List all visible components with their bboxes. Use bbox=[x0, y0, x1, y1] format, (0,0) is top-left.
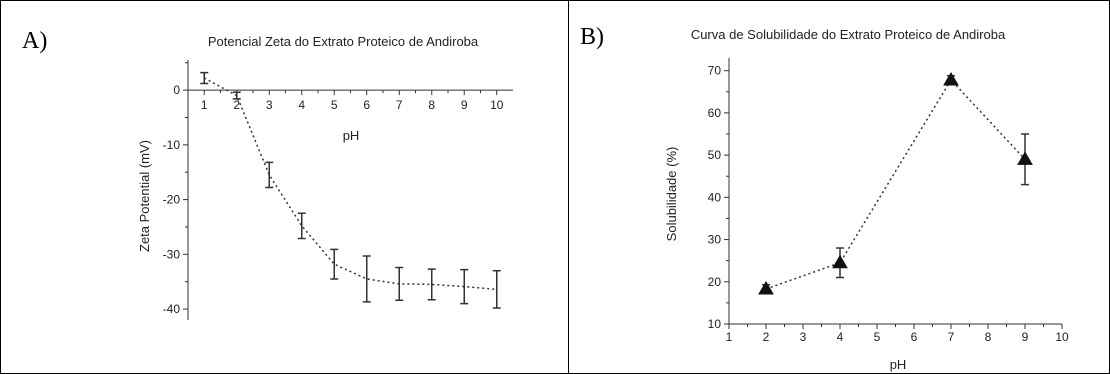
chart-a-x-axis-label: pH bbox=[343, 128, 360, 143]
chart-b-x-tick-label: 9 bbox=[1022, 330, 1029, 344]
chart-b-triangle-marker bbox=[943, 71, 959, 86]
panel-b-label: B) bbox=[580, 24, 604, 50]
chart-a-x-tick-label: 7 bbox=[396, 98, 403, 112]
chart-a-error-bar bbox=[265, 161, 274, 189]
chart-a-x-tick-label: 6 bbox=[363, 98, 370, 112]
chart-a-x-tick-label: 5 bbox=[331, 98, 338, 112]
chart-b-x-tick-label: 4 bbox=[837, 330, 844, 344]
chart-a-title: Potencial Zeta do Extrato Proteico de An… bbox=[208, 34, 479, 49]
solubility-chart: Curva de Solubilidade do Extrato Proteic… bbox=[664, 27, 1069, 372]
chart-a-y-tick-label: -30 bbox=[163, 247, 181, 261]
chart-a-series-line bbox=[203, 77, 497, 291]
chart-b-x-tick-label: 10 bbox=[1055, 330, 1069, 344]
chart-b-y-tick-label: 50 bbox=[708, 148, 722, 162]
chart-a-x-tick-label: 3 bbox=[266, 98, 273, 112]
chart-a-error-bar bbox=[362, 255, 371, 303]
panel-a-frame bbox=[0, 0, 569, 374]
chart-b-x-axis-label: pH bbox=[890, 357, 907, 372]
chart-a-error-bar bbox=[330, 248, 339, 280]
chart-b-y-tick-label: 40 bbox=[708, 190, 722, 204]
chart-a-error-bar bbox=[232, 91, 241, 100]
panel-a-label: A) bbox=[22, 28, 47, 54]
chart-a-x-tick-label: 2 bbox=[233, 98, 240, 112]
chart-b-x-tick-label: 7 bbox=[948, 330, 955, 344]
chart-b-triangle-marker bbox=[758, 280, 774, 295]
chart-a-error-bar bbox=[297, 212, 306, 240]
chart-b-triangle-marker bbox=[832, 254, 848, 269]
chart-b-x-tick-label: 5 bbox=[874, 330, 881, 344]
chart-a-x-tick-label: 4 bbox=[298, 98, 305, 112]
chart-a-x-tick-label: 9 bbox=[461, 98, 468, 112]
chart-a-y-tick-label: 0 bbox=[173, 83, 180, 97]
chart-b-y-tick-label: 70 bbox=[708, 64, 722, 78]
chart-a-x-tick-label: 1 bbox=[201, 98, 208, 112]
chart-b-y-axis-label: Solubilidade (%) bbox=[664, 147, 679, 242]
chart-b-y-tick-label: 30 bbox=[708, 233, 722, 247]
chart-b-triangle-marker bbox=[1017, 151, 1033, 165]
chart-a-y-tick-label: -10 bbox=[163, 138, 181, 152]
chart-a-y-axis-label: Zeta Potential (mV) bbox=[137, 140, 152, 252]
chart-b-series-line bbox=[765, 78, 1026, 290]
chart-b-title: Curva de Solubilidade do Extrato Proteic… bbox=[691, 27, 1006, 42]
zeta-potential-chart: Potencial Zeta do Extrato Proteico de An… bbox=[137, 34, 513, 320]
chart-a-error-bar bbox=[395, 266, 404, 302]
panel-b-frame bbox=[568, 0, 1110, 374]
chart-a-error-bar bbox=[427, 268, 436, 301]
chart-b-x-tick-label: 6 bbox=[911, 330, 918, 344]
chart-b-x-tick-label: 2 bbox=[763, 330, 770, 344]
chart-b-x-tick-label: 8 bbox=[985, 330, 992, 344]
chart-b-y-tick-label: 20 bbox=[708, 275, 722, 289]
chart-a-y-tick-label: -20 bbox=[163, 193, 181, 207]
chart-a-y-tick-label: -40 bbox=[163, 302, 181, 316]
chart-a-error-bar bbox=[460, 268, 469, 305]
chart-a-x-tick-label: 8 bbox=[428, 98, 435, 112]
chart-b-y-tick-label: 10 bbox=[708, 317, 722, 331]
chart-a-error-bar bbox=[200, 71, 209, 85]
chart-a-error-bar bbox=[492, 269, 501, 309]
chart-b-x-tick-label: 3 bbox=[800, 330, 807, 344]
chart-b-x-tick-label: 1 bbox=[726, 330, 733, 344]
chart-b-y-tick-label: 60 bbox=[708, 106, 722, 120]
chart-a-x-tick-label: 10 bbox=[490, 98, 504, 112]
